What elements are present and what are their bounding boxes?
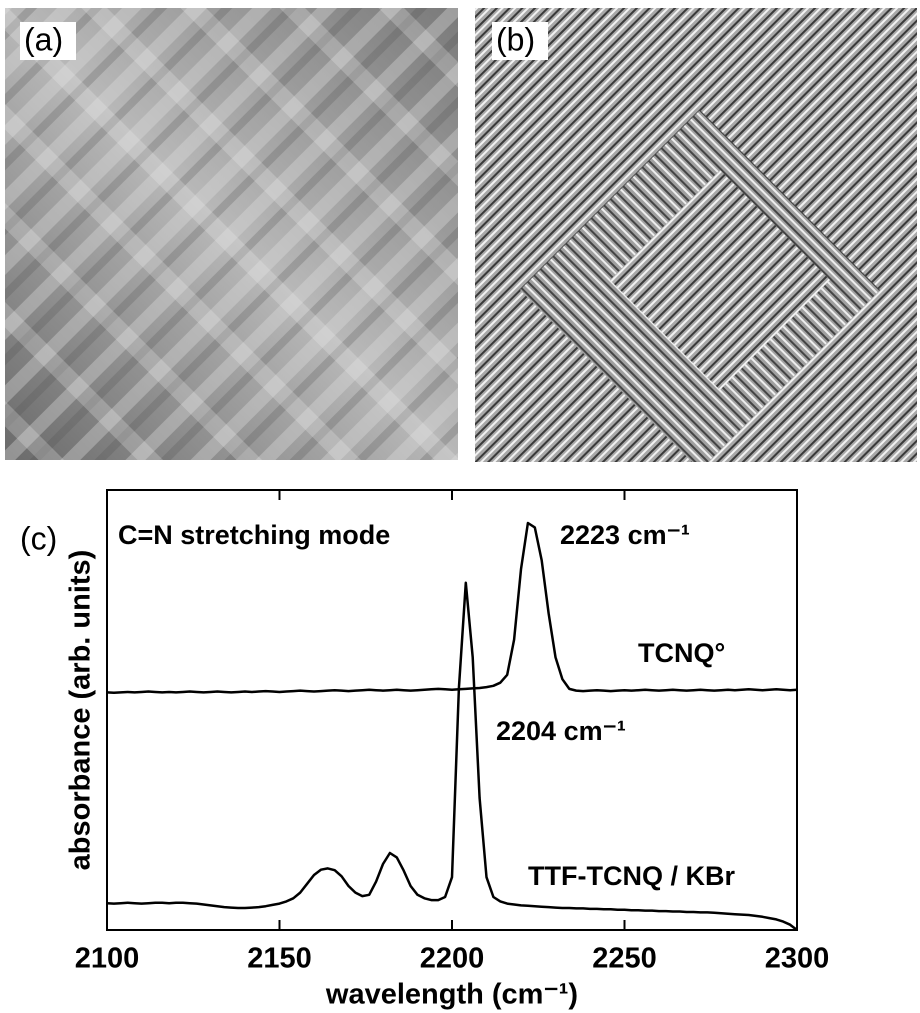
image-a bbox=[5, 8, 458, 460]
series-line bbox=[106, 521, 798, 695]
chart: 2100 2150 2200 2250 2300 wavelength (cm⁻¹) abs… bbox=[65, 489, 830, 1011]
x-tick-label: 2250 bbox=[592, 943, 657, 975]
x-axis-label: wavelength (cm⁻¹) bbox=[325, 979, 578, 1011]
x-tick-label: 2150 bbox=[247, 943, 312, 975]
annotation: 2204 cm⁻¹ bbox=[496, 716, 626, 746]
panel-label: (b) bbox=[496, 21, 535, 57]
series-label: TTF-TCNQ / KBr bbox=[528, 861, 735, 891]
x-tick-label: 2100 bbox=[75, 943, 140, 975]
panel-label: (c) bbox=[20, 520, 57, 556]
label-box bbox=[20, 22, 76, 60]
label-box bbox=[492, 22, 548, 60]
series-line bbox=[106, 581, 798, 931]
y-axis-label: absorbance (arb. units) bbox=[65, 550, 97, 871]
panel-label: (a) bbox=[24, 21, 63, 57]
x-tick-label: 2300 bbox=[765, 943, 830, 975]
series-label: TCNQ° bbox=[638, 638, 725, 668]
x-tick-label: 2200 bbox=[420, 943, 485, 975]
annotation: C=N stretching mode bbox=[118, 520, 390, 550]
annotation: 2223 cm⁻¹ bbox=[560, 520, 690, 550]
image-b bbox=[475, 8, 917, 462]
